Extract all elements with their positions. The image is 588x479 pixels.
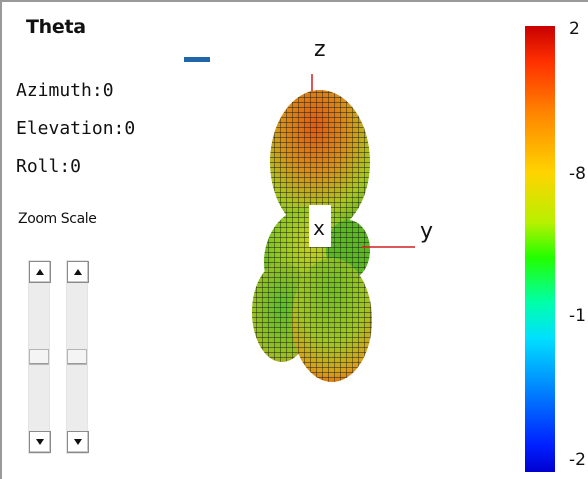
colorbar bbox=[525, 26, 555, 472]
orientation-marker bbox=[184, 57, 210, 62]
arrow-up-icon bbox=[36, 269, 44, 275]
scale-down-button[interactable] bbox=[67, 431, 89, 453]
scale-scrollbar-thumb[interactable] bbox=[67, 349, 87, 365]
elevation-readout: Elevation:0 bbox=[16, 118, 136, 139]
arrow-down-icon bbox=[74, 439, 82, 445]
z-axis-label: z bbox=[314, 37, 326, 62]
roll-readout: Roll:0 bbox=[16, 156, 82, 177]
x-axis-label: x bbox=[313, 216, 325, 240]
azimuth-readout: Azimuth:0 bbox=[16, 80, 114, 101]
arrow-down-icon bbox=[36, 439, 44, 445]
colorbar-tick-label: 2 bbox=[569, 19, 580, 39]
colorbar-tick-label: -1 bbox=[569, 306, 586, 326]
zoom-scale-label: Zoom Scale bbox=[18, 211, 97, 227]
zoom-down-button[interactable] bbox=[29, 431, 51, 453]
zoom-up-button[interactable] bbox=[29, 261, 51, 283]
scale-scrollbar[interactable] bbox=[66, 260, 89, 454]
zoom-scrollbar[interactable] bbox=[28, 260, 51, 454]
panel-title: Theta bbox=[26, 16, 86, 38]
colorbar-tick-label: -8 bbox=[569, 164, 586, 184]
x-axis-label-box bbox=[309, 205, 331, 247]
y-axis-label: y bbox=[420, 219, 433, 244]
colorbar-tick-label: -2 bbox=[569, 450, 586, 470]
zoom-scrollbar-thumb[interactable] bbox=[29, 349, 49, 365]
arrow-up-icon bbox=[74, 269, 82, 275]
scale-up-button[interactable] bbox=[67, 261, 89, 283]
3d-radiation-pattern-plot[interactable]: z y x bbox=[172, 22, 472, 472]
pattern-mesh bbox=[252, 90, 372, 382]
